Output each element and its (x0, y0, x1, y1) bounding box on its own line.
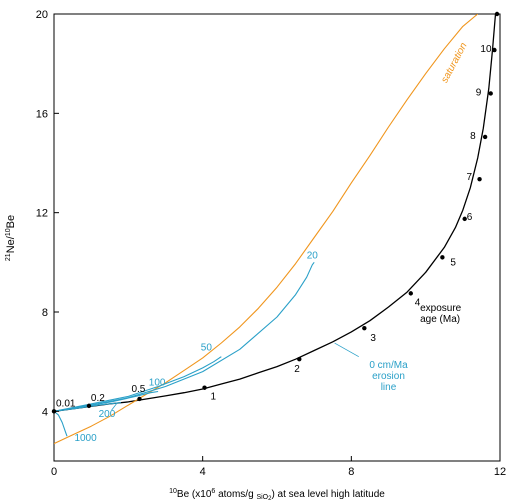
age-point-label: 7 (467, 172, 473, 183)
age-point-label: 0.01 (56, 398, 76, 409)
age-point-label: 4 (415, 297, 421, 308)
erosion-line-leader (334, 342, 359, 358)
series-line-0-cm-ma-erosion-line (54, 14, 497, 412)
erosion-rate-label: 100 (149, 377, 166, 388)
age-point (408, 291, 413, 296)
y-tick-label: 20 (36, 9, 48, 21)
saturation-label: saturation (439, 41, 470, 85)
age-point-label: 1 (211, 392, 217, 403)
zero-erosion-label: 0 cm/Ma (369, 360, 408, 371)
series-line-100 (54, 390, 159, 412)
x-axis-label: 10Be (x106 atoms/g SiO2) at sea level hi… (169, 488, 385, 502)
age-point (202, 385, 207, 390)
x-tick-label: 12 (494, 466, 506, 478)
erosion-rate-label: 50 (201, 342, 213, 353)
age-point (86, 403, 92, 409)
y-tick-label: 12 (36, 208, 48, 220)
age-point (494, 11, 500, 17)
age-point-label: 6 (467, 212, 473, 223)
series-line-saturation (54, 14, 479, 445)
plot-frame (53, 13, 501, 462)
age-point (362, 325, 367, 331)
age-point-label: 0.5 (131, 384, 145, 395)
y-axis-label: 21Ne/10Be (5, 215, 17, 261)
curves-layer (54, 14, 497, 445)
age-point-label: 8 (470, 131, 476, 142)
exposure-age-label: age (Ma) (420, 314, 460, 325)
erosion-rate-label: 20 (307, 251, 319, 262)
series-line-50 (54, 356, 222, 412)
x-tick-label: 0 (51, 466, 57, 478)
age-point-label: 9 (476, 87, 482, 98)
age-point (137, 396, 142, 402)
age-point (488, 91, 493, 96)
age-point-label: 2 (294, 364, 300, 375)
y-tick-label: 4 (42, 406, 48, 418)
erosion-rate-label: 200 (99, 409, 116, 420)
age-point-label: 0.2 (91, 393, 105, 404)
x-tick-label: 4 (200, 466, 206, 478)
series-line-20 (54, 261, 315, 412)
zero-erosion-label: erosion (372, 371, 405, 382)
age-point (482, 134, 488, 140)
age-point (477, 176, 482, 182)
zero-erosion-label: line (381, 382, 397, 393)
age-point (462, 216, 467, 222)
age-point (51, 409, 57, 414)
age-point (440, 255, 445, 260)
series-line-1000 (54, 410, 68, 437)
x-tick-label: 8 (348, 466, 354, 478)
age-point-label: 10 (480, 44, 492, 55)
age-points-layer: 0.01 0.2 0.5 1 2 3 4 5 6 7 8 9 10 (51, 11, 500, 414)
y-tick-label: 8 (42, 307, 48, 319)
age-point (297, 356, 302, 362)
erosion-rate-label: 1000 (74, 433, 97, 444)
y-tick-label: 16 (36, 108, 48, 120)
age-point (492, 47, 497, 53)
age-point-label: 3 (370, 333, 376, 344)
series-line-200 (54, 402, 121, 412)
age-point-label: 5 (450, 257, 456, 268)
exposure-age-label: exposure (420, 303, 462, 314)
